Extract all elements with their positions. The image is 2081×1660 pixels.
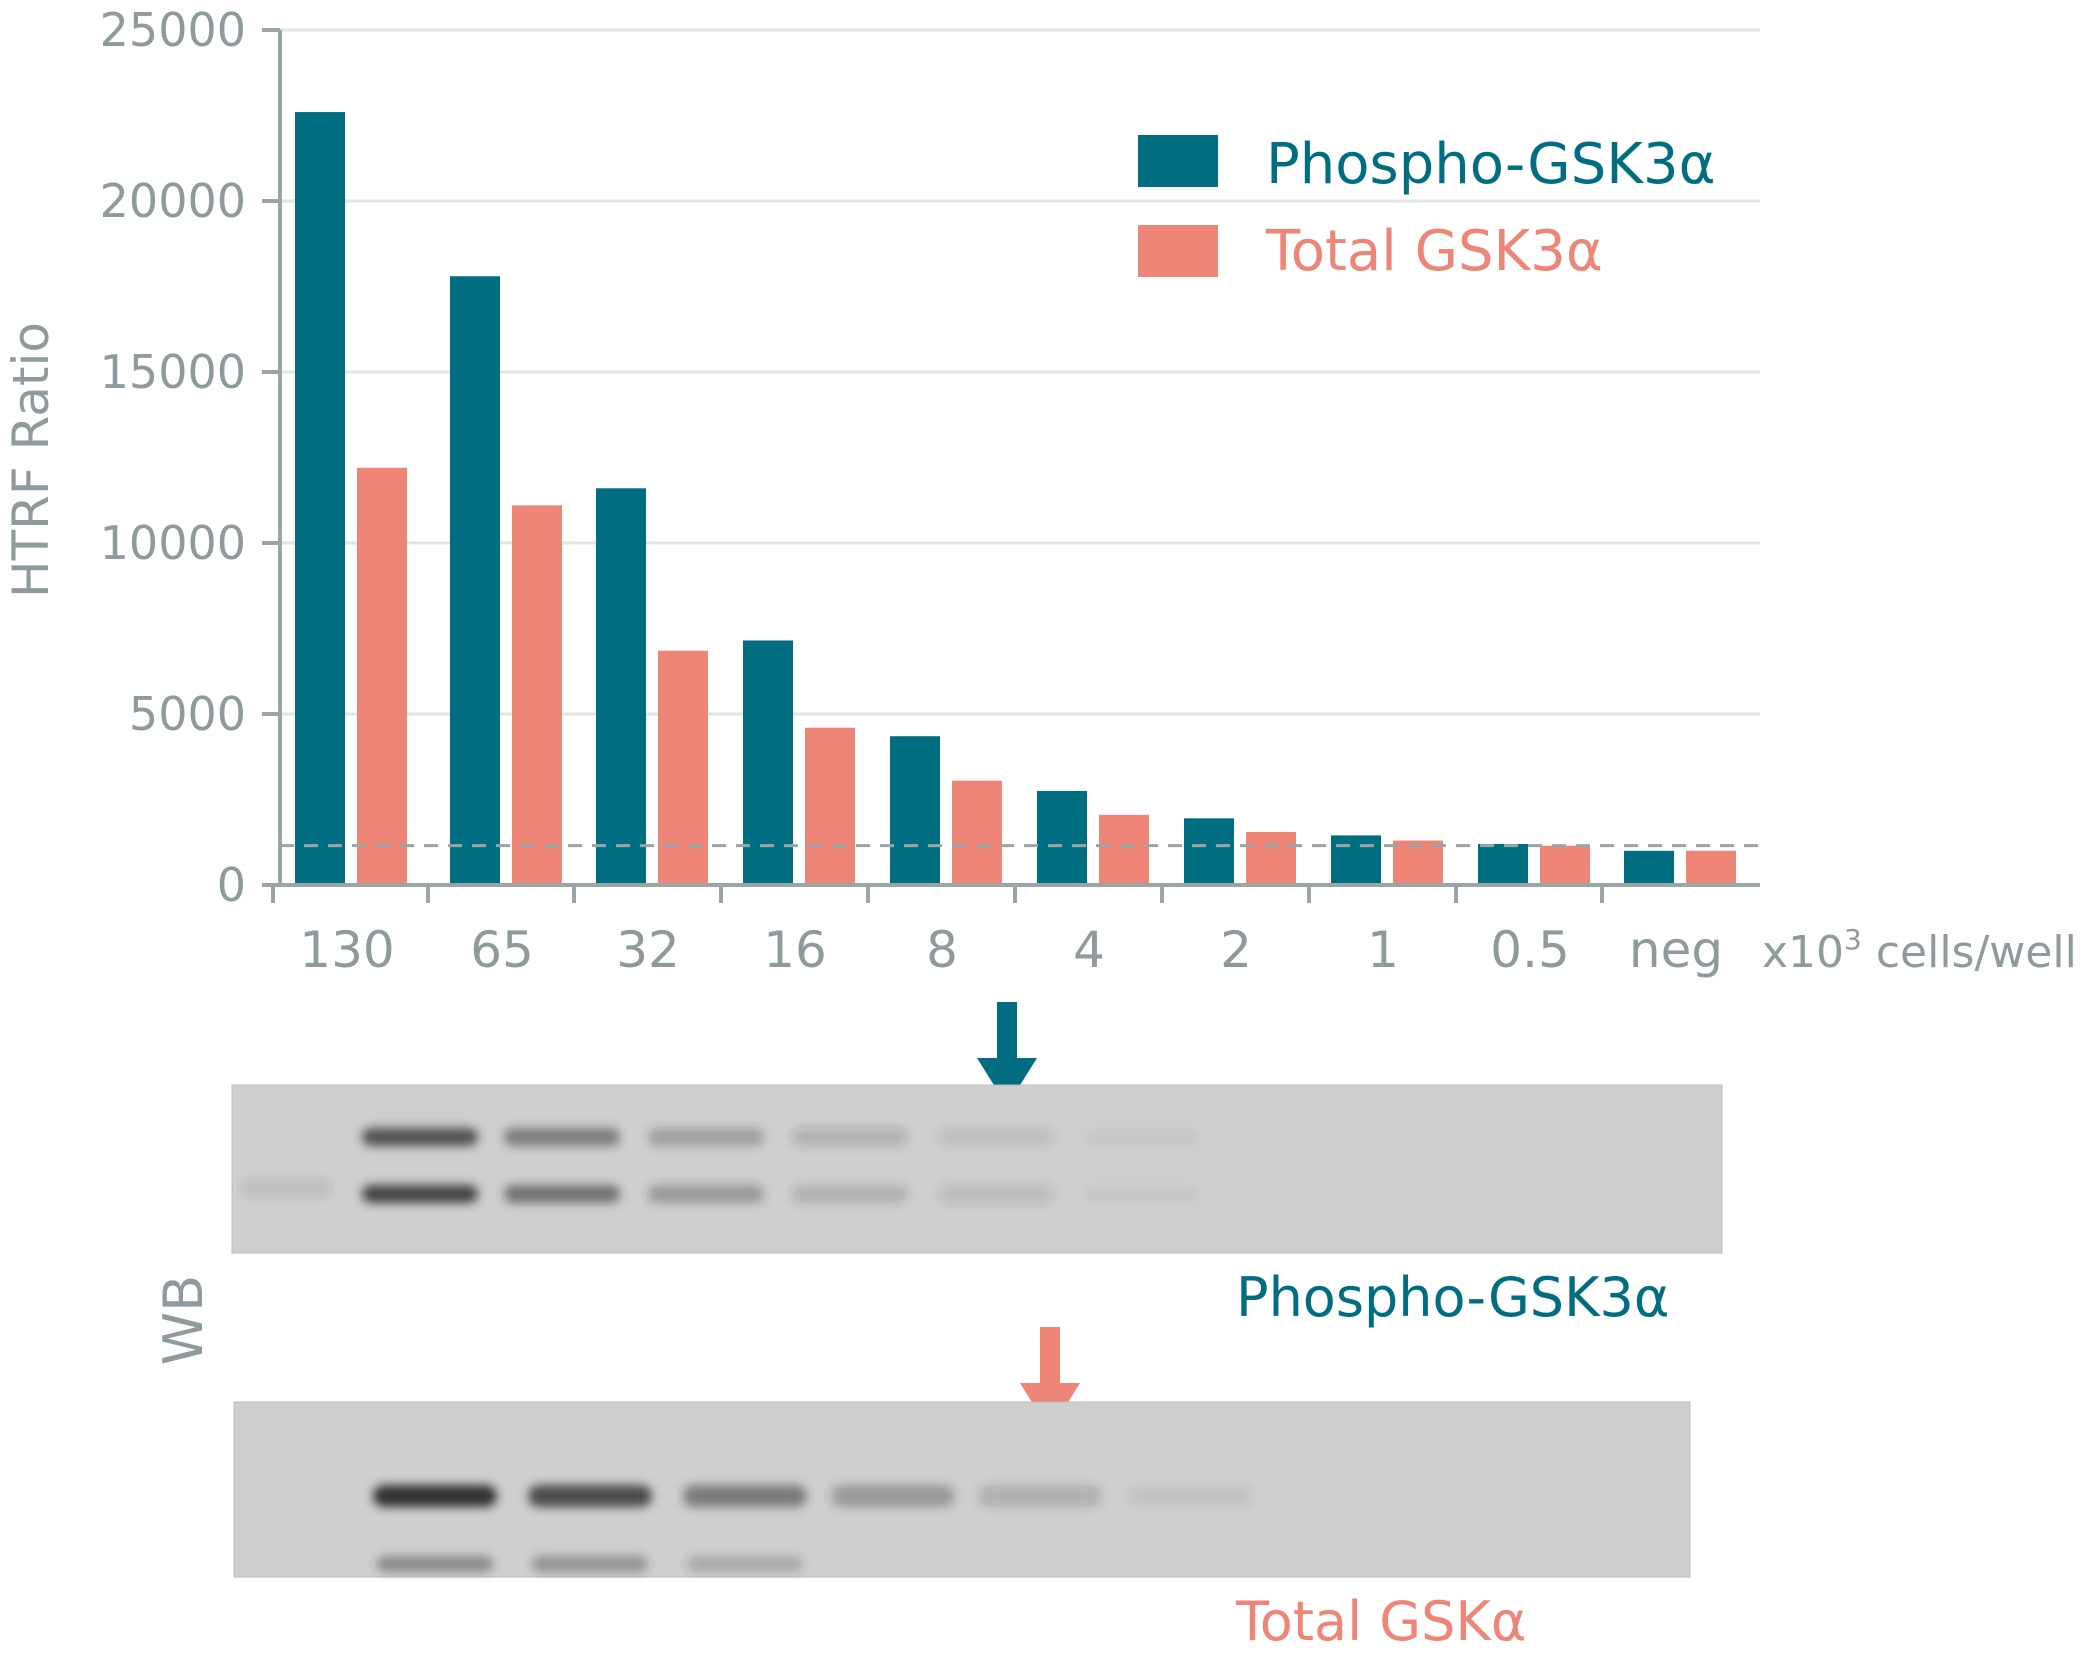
phospho-band-lower <box>938 1185 1054 1203</box>
bar-total-0.5 <box>1540 845 1590 885</box>
x-tick-label: 65 <box>470 921 534 979</box>
x-tick-label: 130 <box>299 921 394 979</box>
total-band <box>1128 1485 1252 1507</box>
bar-total-neg <box>1686 850 1736 885</box>
total-band <box>528 1485 652 1507</box>
phospho-band-lower <box>792 1185 908 1203</box>
bar-total-1 <box>1393 840 1443 885</box>
legend-swatch-phospho <box>1138 135 1218 187</box>
western-blot: WB Phospho-GSK3α Total GSKα <box>152 1084 1723 1653</box>
total-band <box>373 1485 497 1507</box>
bar-phospho-16 <box>743 640 793 885</box>
phospho-down-arrow-icon <box>977 1002 1037 1106</box>
phospho-band-upper <box>504 1128 620 1146</box>
phospho-blot-bands <box>241 1128 1200 1203</box>
x-tick-label: 32 <box>616 921 680 979</box>
bar-phospho-65 <box>450 276 500 885</box>
phospho-band-lower <box>504 1185 620 1203</box>
total-band-lower <box>377 1556 493 1572</box>
legend: Phospho-GSK3α Total GSK3α <box>1138 132 1716 284</box>
bar-phospho-32 <box>596 488 646 885</box>
total-band <box>978 1485 1102 1507</box>
x-tick-label: 0.5 <box>1490 921 1570 979</box>
phospho-band-upper <box>362 1128 478 1146</box>
wb-side-label: WB <box>152 1275 215 1365</box>
phospho-band-upper <box>792 1128 908 1146</box>
y-axis-label: HTRF Ratio <box>2 322 60 598</box>
phospho-band-upper <box>938 1128 1054 1146</box>
total-band <box>683 1485 807 1507</box>
bar-chart: 0 5000 10000 15000 20000 25000 130 65 32 16 8 4 2 1 0… <box>2 3 2077 979</box>
bar-total-4 <box>1099 814 1149 885</box>
bar-phospho-4 <box>1037 790 1087 885</box>
legend-swatch-total <box>1138 225 1218 277</box>
y-tick-label: 5000 <box>129 687 246 741</box>
phospho-band-lower <box>1084 1185 1200 1203</box>
total-blot-bands <box>373 1485 1252 1572</box>
total-band-lower <box>687 1556 803 1572</box>
phospho-blot-label: Phospho-GSK3α <box>1236 1266 1669 1329</box>
bar-phospho-1 <box>1331 835 1381 885</box>
phospho-band-upper <box>648 1128 764 1146</box>
x-tick-label: 16 <box>763 921 827 979</box>
bar-phospho-0.5 <box>1478 843 1528 885</box>
total-band-lower <box>532 1556 648 1572</box>
total-band <box>831 1485 955 1507</box>
phospho-band-upper <box>1084 1128 1200 1146</box>
y-tick-label: 0 <box>217 858 246 912</box>
bar-total-16 <box>805 727 855 885</box>
phospho-band <box>241 1180 331 1196</box>
legend-label-total: Total GSK3α <box>1265 219 1603 284</box>
axes <box>262 30 1760 887</box>
bar-total-2 <box>1246 831 1296 885</box>
total-blot-label: Total GSKα <box>1235 1590 1526 1653</box>
x-tick-labels: 130 65 32 16 8 4 2 1 0.5 neg <box>271 885 1723 979</box>
bar-phospho-130 <box>295 112 345 885</box>
phospho-band-lower <box>362 1185 478 1203</box>
phospho-band-lower <box>648 1185 764 1203</box>
bar-total-32 <box>658 650 708 885</box>
x-tick-label: 2 <box>1220 921 1252 979</box>
y-tick-label: 15000 <box>100 345 246 399</box>
bar-total-8 <box>952 780 1002 885</box>
x-axis-unit: x103 cells/well <box>1762 923 2077 978</box>
x-tick-label: 8 <box>926 921 958 979</box>
bar-phospho-neg <box>1624 850 1674 885</box>
bar-phospho-8 <box>890 736 940 885</box>
x-tick-label: neg <box>1629 921 1723 979</box>
bar-total-65 <box>512 505 562 885</box>
bar-phospho-2 <box>1184 818 1234 885</box>
legend-label-phospho: Phospho-GSK3α <box>1266 132 1716 197</box>
y-tick-label: 25000 <box>100 3 246 57</box>
bar-total-130 <box>357 467 407 885</box>
y-tick-label: 10000 <box>100 516 246 570</box>
y-tick-label: 20000 <box>100 174 246 228</box>
y-tick-labels: 0 5000 10000 15000 20000 25000 <box>100 3 246 912</box>
x-tick-label: 4 <box>1073 921 1105 979</box>
phospho-blot-image <box>231 1084 1723 1254</box>
x-tick-label: 1 <box>1367 921 1399 979</box>
